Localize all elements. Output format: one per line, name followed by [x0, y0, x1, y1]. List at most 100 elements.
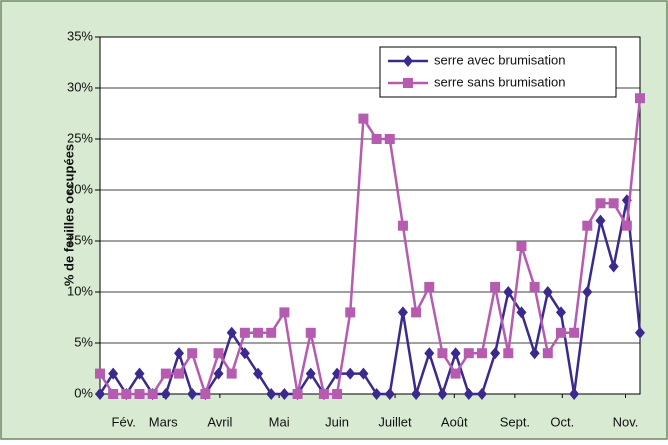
- marker: [253, 367, 264, 380]
- marker: [463, 348, 474, 359]
- marker: [490, 347, 501, 360]
- marker: [582, 220, 593, 231]
- marker: [476, 348, 487, 359]
- marker: [174, 368, 185, 379]
- marker: [424, 281, 435, 292]
- legend-label: serre sans brumisation: [434, 74, 566, 89]
- marker: [503, 286, 514, 298]
- marker: [555, 327, 566, 338]
- marker: [516, 306, 527, 319]
- y-tick-label: 10%: [67, 283, 93, 298]
- marker: [595, 198, 606, 209]
- marker: [411, 388, 422, 400]
- marker: [160, 388, 171, 400]
- marker: [226, 368, 237, 379]
- marker: [95, 368, 105, 379]
- marker: [266, 327, 277, 338]
- marker: [187, 348, 198, 359]
- x-tick-label: Fév.: [112, 414, 136, 429]
- marker: [358, 113, 369, 124]
- marker: [595, 214, 606, 227]
- marker: [305, 367, 316, 380]
- marker: [358, 367, 369, 380]
- series-line: [98, 199, 642, 399]
- marker: [95, 388, 105, 400]
- y-tick-label: 0%: [74, 385, 93, 400]
- y-tick-label: 35%: [67, 28, 93, 43]
- x-tick-label: Oct.: [550, 414, 574, 429]
- y-tick-label: 25%: [67, 130, 93, 145]
- marker: [213, 348, 224, 359]
- marker: [384, 134, 395, 144]
- legend-label: serre avec brumisation: [434, 52, 566, 67]
- marker: [108, 389, 119, 399]
- marker: [332, 389, 343, 399]
- marker: [503, 348, 514, 359]
- marker: [542, 348, 553, 359]
- x-tick-label: Juin: [325, 414, 349, 429]
- marker: [555, 306, 566, 319]
- x-tick-label: Sept.: [500, 414, 530, 429]
- marker: [635, 93, 645, 104]
- marker: [635, 326, 645, 339]
- marker: [279, 307, 290, 318]
- marker: [345, 307, 356, 318]
- marker: [345, 367, 356, 380]
- marker: [490, 281, 501, 292]
- marker: [305, 327, 316, 338]
- marker: [569, 388, 580, 400]
- marker: [121, 389, 132, 399]
- y-tick-label: 15%: [67, 232, 93, 247]
- marker: [239, 327, 250, 338]
- marker: [318, 389, 329, 399]
- marker: [450, 347, 461, 360]
- marker: [437, 348, 448, 359]
- marker: [403, 78, 413, 88]
- y-tick-label: 5%: [74, 334, 93, 349]
- marker: [200, 389, 211, 399]
- y-axis-label: % de feuilles occupées: [61, 144, 76, 286]
- marker: [621, 220, 632, 231]
- marker: [476, 388, 487, 400]
- marker: [134, 389, 145, 399]
- marker: [134, 367, 145, 380]
- marker: [411, 307, 422, 318]
- marker: [424, 347, 435, 360]
- marker: [239, 347, 250, 360]
- marker: [213, 367, 224, 380]
- x-tick-label: Août: [441, 414, 468, 429]
- marker: [608, 198, 619, 209]
- marker: [266, 388, 277, 400]
- marker: [371, 134, 382, 144]
- marker: [384, 388, 395, 400]
- x-tick-label: Avril: [207, 414, 232, 429]
- marker: [147, 389, 158, 399]
- marker: [529, 281, 540, 292]
- marker: [516, 241, 527, 252]
- marker: [403, 55, 413, 67]
- marker: [397, 306, 408, 319]
- marker: [450, 368, 461, 379]
- y-tick-label: 30%: [67, 79, 93, 94]
- y-tick-label: 20%: [67, 181, 93, 196]
- marker: [582, 286, 593, 298]
- x-tick-label: Mai: [269, 414, 290, 429]
- x-tick-label: Mars: [149, 414, 178, 429]
- marker: [292, 389, 303, 399]
- marker: [279, 388, 290, 400]
- legend-box: [379, 46, 617, 98]
- marker: [187, 388, 198, 400]
- marker: [608, 260, 619, 273]
- marker: [569, 327, 580, 338]
- marker: [160, 368, 171, 379]
- marker: [253, 327, 264, 338]
- marker: [463, 388, 474, 400]
- marker: [371, 388, 382, 400]
- marker: [397, 220, 408, 231]
- marker: [108, 367, 119, 380]
- marker: [226, 326, 237, 339]
- x-tick-label: Nov.: [613, 414, 639, 429]
- marker: [174, 347, 185, 360]
- marker: [437, 388, 448, 400]
